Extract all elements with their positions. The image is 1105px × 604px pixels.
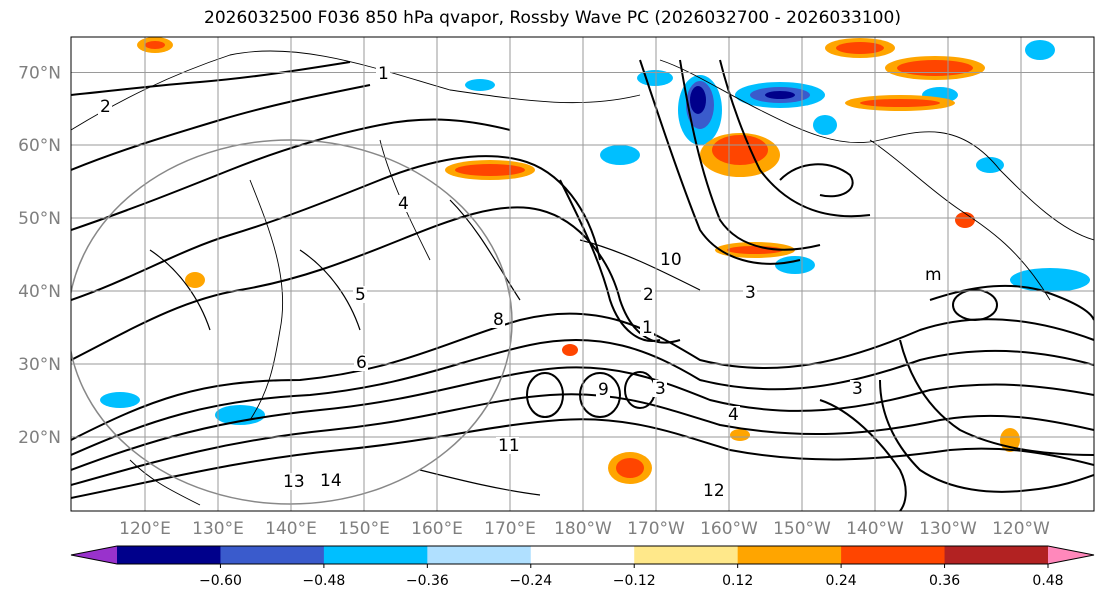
longitude-label: 150°W [773,519,831,539]
colorbar-segment [323,546,428,564]
contour-label-bg [354,354,368,371]
map-title: 2026032500 F036 850 hPa qvapor, Rossby W… [204,8,901,28]
contour-label: m [925,265,942,285]
contour-label: 4 [398,194,409,214]
contour-label: 3 [745,283,756,303]
longitude-label: 170°E [484,519,536,539]
contour-label-bg [496,437,519,454]
colorbar-segment [944,546,1049,564]
latitude-label: 60°N [18,136,61,156]
colorbar-extend-low [71,546,117,564]
colorbar-tick-label: 0.36 [929,573,960,589]
longitude-label: 150°E [338,519,390,539]
contour-label-bg [743,284,757,301]
contour-label-bg [640,319,654,336]
contour-label-bg [281,473,304,490]
longitude-label: 160°E [411,519,463,539]
contour-label: 2 [643,285,654,305]
colorbar-extend-high [1048,546,1094,564]
contour-label: 9 [598,380,609,400]
contour-label-bg [596,381,610,398]
colorbar-tick-label: 0.12 [722,573,753,589]
latitude-label: 70°N [18,64,61,84]
contour-label-bg [923,266,937,283]
contour-label: 6 [356,353,367,373]
contour-label: 14 [320,471,342,491]
colorbar-segment [841,546,946,564]
contour-label-bg [641,286,655,303]
contour-label-bg [376,65,390,82]
colorbar-tick-label: 0.48 [1032,573,1063,589]
contour-label-bg [98,98,112,115]
longitude-label: 130°W [919,519,977,539]
colorbar-tick-label: −0.12 [613,573,656,589]
map-border [70,36,1095,512]
contour-label: 5 [355,285,366,305]
longitude-label: 140°E [265,519,317,539]
contour-label: 4 [728,405,739,425]
colorbar-segment [634,546,739,564]
contour-label-bg [396,195,410,212]
contour-label: 1 [378,64,389,84]
contour-label: 10 [660,250,682,270]
contour-label: 2 [100,97,111,117]
longitude-label: 130°E [192,519,244,539]
colorbar-tick-label: 0.24 [826,573,857,589]
colorbar-segment [427,546,532,564]
latitude-label: 50°N [18,209,61,229]
contour-label: 3 [655,379,666,399]
colorbar: −0.60 −0.48 −0.36 −0.24 −0.12 0.12 0.24 0.36 0.4… [70,545,1095,589]
longitude-label: 170°W [627,519,685,539]
latitude-label: 20°N [18,428,61,448]
contour-label: 13 [283,472,305,492]
contour-label-bg [850,380,864,397]
longitude-label: 160°W [700,519,758,539]
contour-label-bg [701,482,724,499]
longitude-label: 180°W [554,519,612,539]
contour-label: 12 [703,481,725,501]
colorbar-tick-label: −0.36 [406,573,449,589]
contour-label-bg [318,472,341,489]
thin-contours [149,199,701,496]
colorbar-segment [737,546,842,564]
colorbar-segment [530,546,635,564]
colorbar-segment [220,546,325,564]
contour-label-bg [726,406,740,423]
colorbar-tick-label: −0.60 [199,573,242,589]
contour-label: 8 [493,310,504,330]
colorbar-tick-label: −0.24 [509,573,552,589]
contour-label-bg [658,251,681,268]
contour-label-bg [491,311,505,328]
colorbar-tick-label: −0.48 [302,573,345,589]
contour-label-bg [653,380,667,397]
colorbar-outline [70,545,1095,565]
longitude-label: 120°E [119,519,171,539]
longitude-label: 140°W [846,519,904,539]
colorbar-segment [117,546,221,564]
contour-label: 1 [642,318,653,338]
contour-label: 3 [852,379,863,399]
latitude-label: 40°N [18,282,61,302]
contour-label-bg [353,286,367,303]
longitude-label: 120°W [992,519,1050,539]
latitude-label: 30°N [18,355,61,375]
gridlines [71,37,1094,511]
contour-label: 11 [498,436,520,456]
rossby-circle [71,139,513,505]
